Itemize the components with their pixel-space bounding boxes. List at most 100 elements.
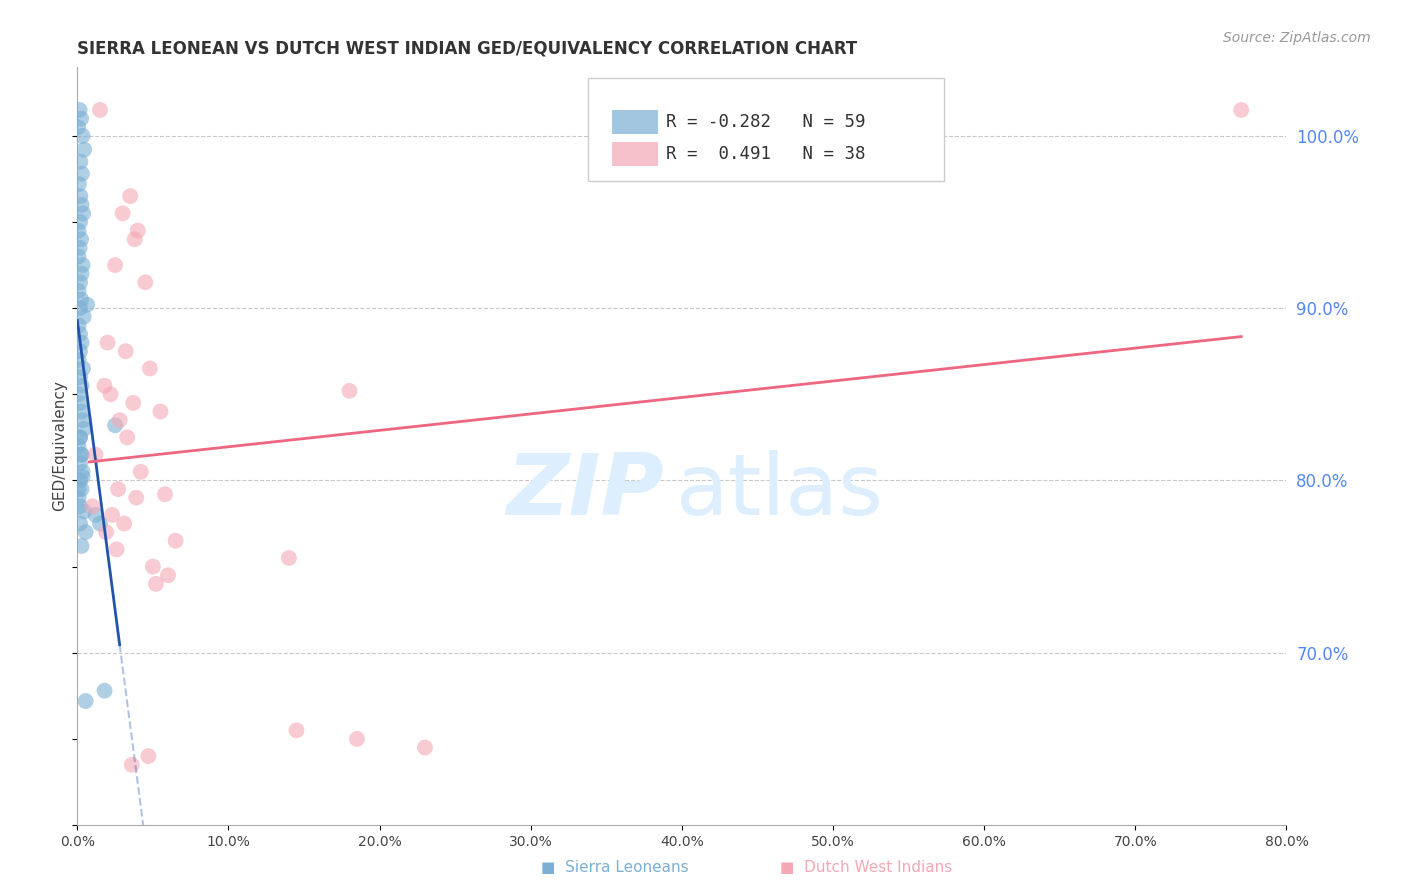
Point — [67, 249, 90, 264]
Point — [69, 396, 91, 410]
Point — [111, 206, 134, 220]
Point — [70, 198, 93, 212]
Point — [165, 533, 187, 548]
Point — [127, 224, 149, 238]
Point — [75, 694, 97, 708]
Point — [70, 167, 93, 181]
Point — [69, 344, 91, 359]
Point — [149, 404, 172, 418]
Point — [70, 112, 93, 126]
Point — [69, 301, 91, 315]
Point — [96, 335, 118, 350]
Point — [93, 378, 115, 392]
Point — [67, 224, 90, 238]
Point — [153, 487, 176, 501]
Point — [69, 370, 91, 384]
Point — [285, 723, 308, 738]
Point — [76, 298, 98, 312]
Point — [73, 310, 96, 324]
Point — [72, 128, 94, 143]
Point — [67, 491, 90, 505]
Point — [69, 215, 91, 229]
Point — [107, 482, 129, 496]
Point — [121, 757, 143, 772]
Text: ZIP: ZIP — [506, 450, 664, 533]
Point — [72, 361, 94, 376]
Point — [70, 539, 93, 553]
Point — [67, 439, 90, 453]
Point — [122, 396, 145, 410]
Point — [67, 318, 90, 333]
Point — [84, 448, 107, 462]
Point — [67, 177, 90, 191]
Point — [89, 516, 111, 531]
Point — [70, 448, 93, 462]
Point — [129, 465, 152, 479]
Point — [67, 352, 90, 367]
Point — [413, 740, 436, 755]
Text: R = -0.282   N = 59: R = -0.282 N = 59 — [666, 113, 866, 131]
Point — [70, 335, 93, 350]
Text: atlas: atlas — [676, 450, 884, 533]
Point — [101, 508, 124, 522]
Point — [69, 326, 91, 341]
Point — [89, 103, 111, 117]
Point — [1230, 103, 1253, 117]
Point — [70, 482, 93, 496]
Text: SIERRA LEONEAN VS DUTCH WEST INDIAN GED/EQUIVALENCY CORRELATION CHART: SIERRA LEONEAN VS DUTCH WEST INDIAN GED/… — [77, 39, 858, 57]
Point — [69, 189, 91, 203]
Point — [70, 232, 93, 246]
Point — [69, 516, 91, 531]
FancyBboxPatch shape — [588, 78, 945, 180]
Point — [70, 267, 93, 281]
Point — [114, 344, 136, 359]
Point — [124, 232, 146, 246]
Point — [105, 542, 128, 557]
Point — [139, 361, 162, 376]
Point — [75, 525, 97, 540]
Text: ■  Sierra Leoneans: ■ Sierra Leoneans — [541, 861, 689, 875]
Point — [69, 241, 91, 255]
Point — [67, 284, 90, 298]
Point — [72, 413, 94, 427]
Point — [69, 474, 91, 488]
Point — [120, 189, 142, 203]
Point — [72, 258, 94, 272]
Point — [72, 206, 94, 220]
Point — [69, 500, 91, 514]
FancyBboxPatch shape — [612, 110, 658, 135]
Point — [100, 387, 122, 401]
Point — [70, 404, 93, 418]
Point — [70, 448, 93, 462]
Text: ■  Dutch West Indians: ■ Dutch West Indians — [780, 861, 953, 875]
Point — [339, 384, 360, 398]
Point — [72, 470, 94, 484]
Point — [125, 491, 148, 505]
Point — [70, 293, 93, 307]
Point — [69, 430, 91, 444]
Point — [104, 418, 127, 433]
Text: R =  0.491   N = 38: R = 0.491 N = 38 — [666, 145, 866, 163]
Point — [73, 422, 96, 436]
Point — [69, 456, 91, 470]
Point — [278, 551, 301, 566]
Point — [94, 525, 117, 540]
Point — [69, 275, 91, 289]
Point — [134, 275, 156, 289]
Point — [73, 504, 96, 518]
Point — [84, 508, 107, 522]
Point — [93, 683, 115, 698]
Text: Source: ZipAtlas.com: Source: ZipAtlas.com — [1223, 31, 1371, 45]
Point — [138, 749, 160, 764]
Point — [115, 430, 138, 444]
Point — [82, 500, 104, 514]
Point — [157, 568, 180, 582]
Point — [145, 577, 167, 591]
Point — [67, 482, 90, 496]
Point — [112, 516, 135, 531]
FancyBboxPatch shape — [612, 142, 658, 166]
Point — [69, 103, 91, 117]
Point — [67, 120, 90, 135]
Point — [67, 387, 90, 401]
Point — [70, 378, 93, 392]
